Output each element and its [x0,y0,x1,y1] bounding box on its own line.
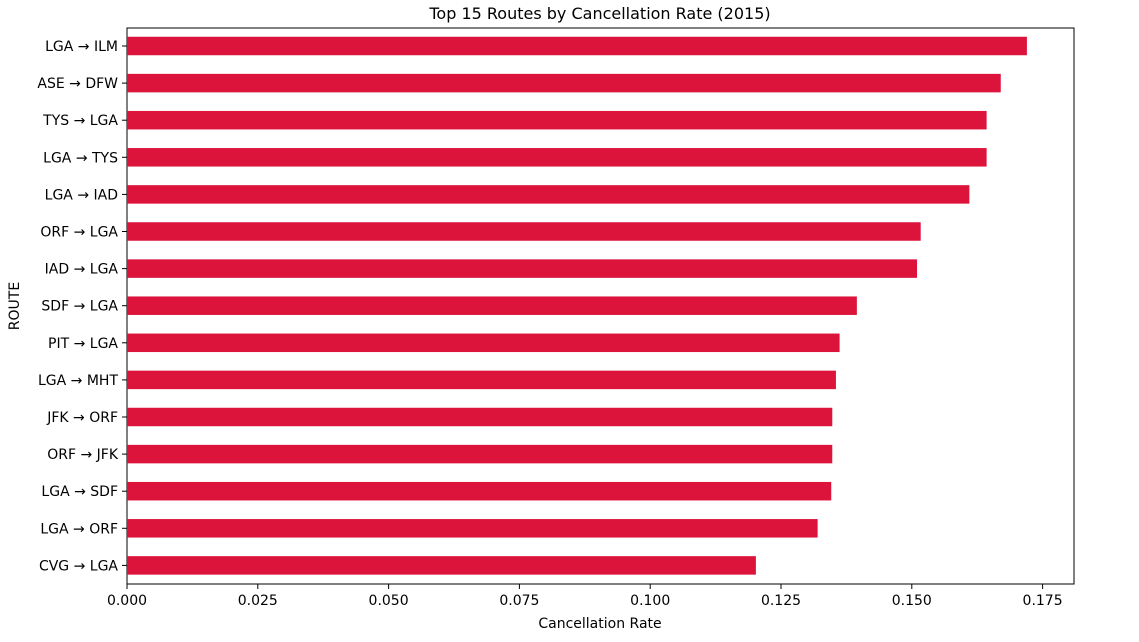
y-tick-label: JFK → ORF [46,410,118,426]
x-tick-label: 0.075 [499,593,539,609]
bar-12 [127,481,832,501]
bar-5 [127,222,921,241]
y-tick-label: LGA → MHT [38,373,118,389]
x-tick-label: 0.025 [238,593,278,609]
x-tick-label: 0.100 [630,593,670,609]
y-tick-label: LGA → TYS [43,150,118,166]
y-tick-label: SDF → LGA [41,299,118,315]
bar-1 [127,73,1001,93]
y-tick-label: IAD → LGA [45,262,119,278]
bar-3 [127,148,987,167]
y-tick-label: LGA → ILM [45,39,118,55]
y-tick-label: CVG → LGA [39,558,118,574]
x-axis-label: Cancellation Rate [538,616,661,632]
bar-8 [127,333,840,353]
y-axis: LGA → ILM ASE → DFW TYS → LGA LGA → TYS LGA … [37,39,127,574]
x-axis: 0.000 0.025 0.050 0.075 0.100 0.125 0.150 0.175 [107,584,1063,609]
bar-11 [127,444,833,464]
y-axis-label: ROUTE [7,282,23,330]
y-tick-label: LGA → ORF [40,521,118,537]
bars-group [127,36,1027,575]
y-tick-label: ORF → JFK [47,447,119,463]
y-tick-label: ORF → LGA [40,225,118,241]
bar-9 [127,370,836,390]
bar-2 [127,110,987,130]
y-tick-label: ASE → DFW [37,76,118,92]
chart-title: Top 15 Routes by Cancellation Rate (2015… [428,4,770,23]
x-tick-label: 0.125 [761,593,801,609]
x-tick-label: 0.000 [107,593,147,609]
bar-13 [127,519,818,538]
y-tick-label: LGA → IAD [45,187,118,203]
bar-14 [127,556,756,575]
bar-7 [127,296,857,315]
bar-6 [127,259,918,278]
bar-10 [127,407,833,427]
x-tick-label: 0.050 [369,593,409,609]
x-tick-label: 0.175 [1023,593,1063,609]
y-tick-label: PIT → LGA [48,336,118,352]
bar-4 [127,185,970,204]
x-tick-label: 0.150 [892,593,932,609]
bar-0 [127,36,1027,56]
y-tick-label: LGA → SDF [41,484,118,500]
y-tick-label: TYS → LGA [42,113,118,129]
